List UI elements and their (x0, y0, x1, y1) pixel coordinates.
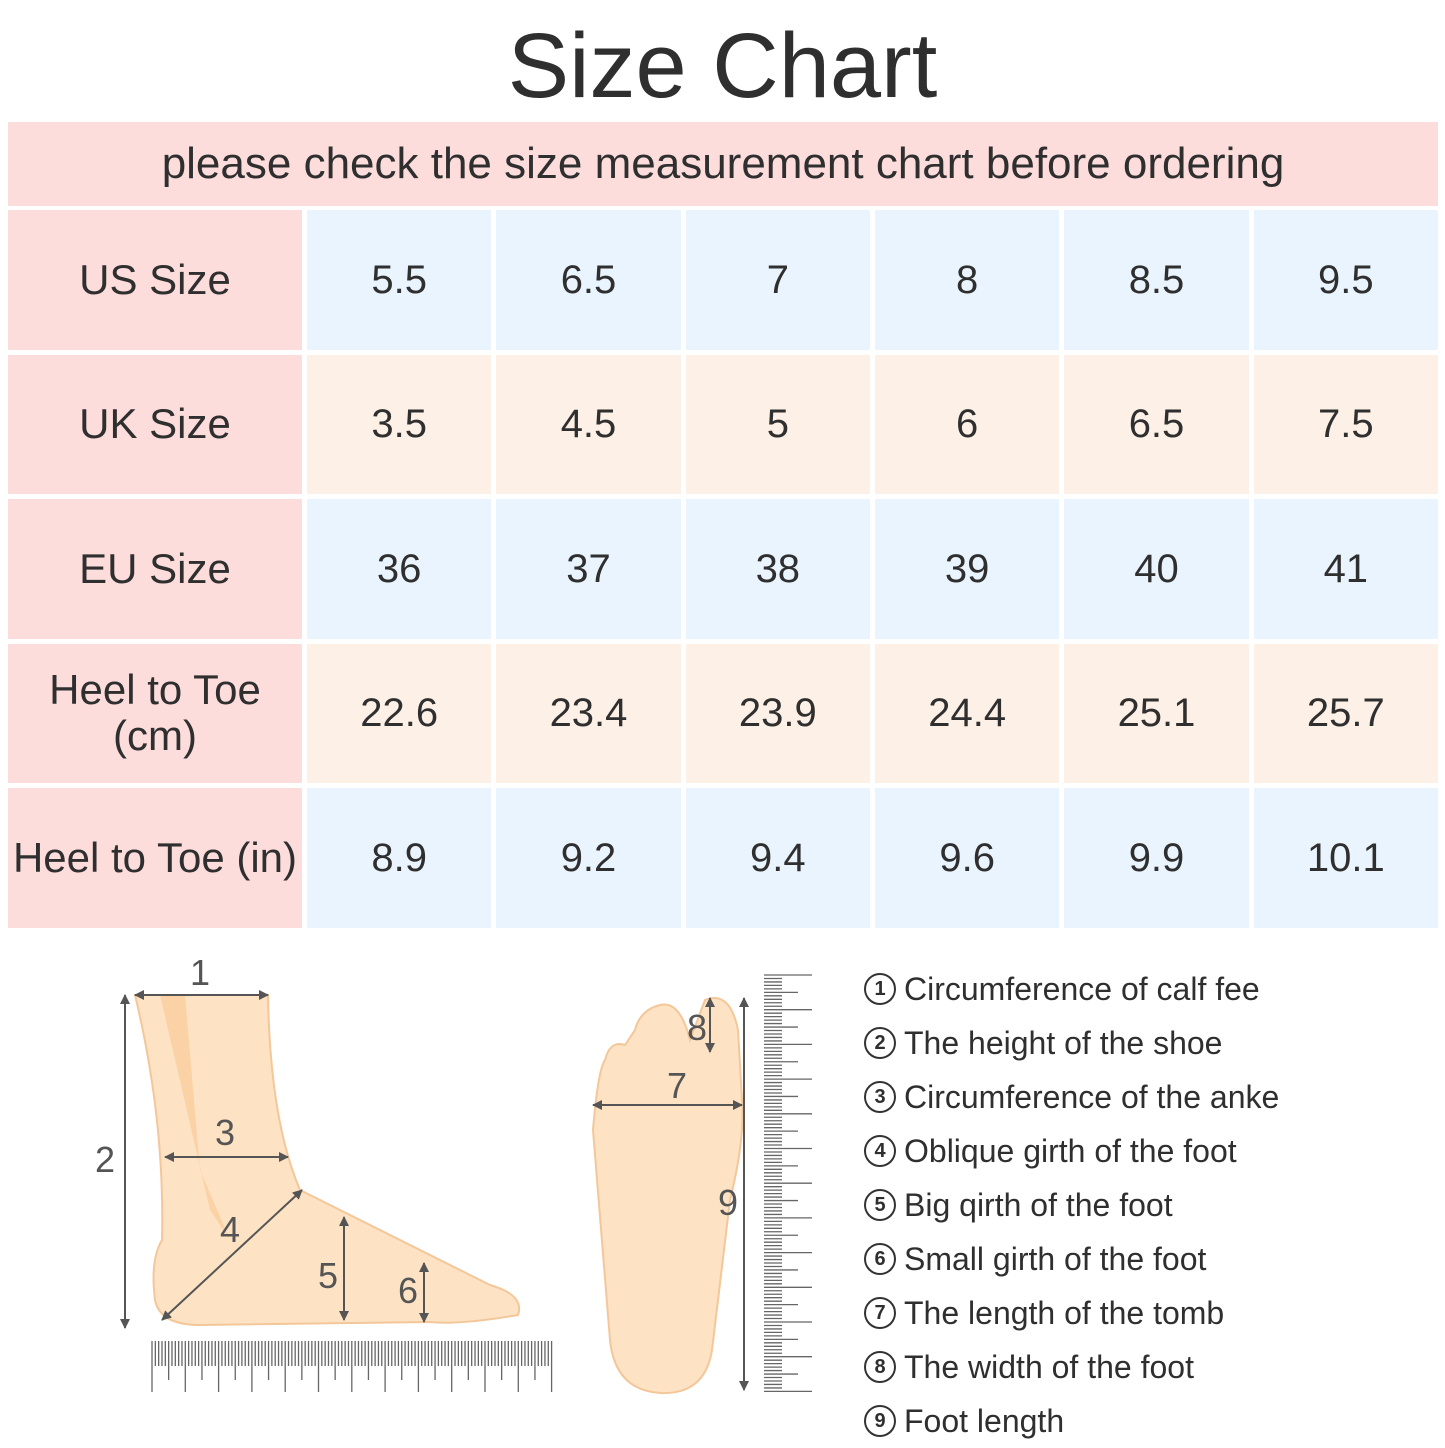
measurement-legend: 1 Circumference of calf fee 2 The height of… (864, 962, 1279, 1448)
legend-text: Circumference of the anke (904, 1078, 1280, 1115)
row-label: EU Size (8, 499, 302, 639)
table-cell: 22.6 (307, 643, 492, 783)
circled-number-icon: 2 (864, 1027, 896, 1059)
subtitle-banner: please check the size measurement chart … (8, 122, 1438, 206)
label-2: 2 (95, 1139, 115, 1180)
table-cell: 25.1 (1064, 643, 1249, 783)
table-cell: 23.9 (685, 643, 870, 783)
circled-number-icon: 7 (864, 1297, 896, 1329)
label-3: 3 (215, 1112, 235, 1153)
legend-item: 3 Circumference of the anke (864, 1070, 1279, 1124)
table-cell: 38 (685, 499, 870, 639)
legend-item: 6 Small girth of the foot (864, 1232, 1279, 1286)
table-cell: 9.6 (874, 788, 1060, 928)
table-cell: 24.4 (874, 643, 1060, 783)
legend-text: The height of the shoe (904, 1024, 1223, 1061)
row-label: Heel to Toe (cm) (8, 643, 302, 783)
legend-text: The length of the tomb (904, 1294, 1225, 1331)
circled-number-icon: 1 (864, 973, 896, 1005)
table-cell: 7 (685, 210, 870, 350)
sole-illustration (591, 997, 744, 1395)
table-cell: 6.5 (1064, 354, 1249, 494)
table-cell: 8 (874, 210, 1060, 350)
table-cell: 23.4 (496, 643, 681, 783)
table-cell: 3.5 (307, 354, 492, 494)
circled-number-icon: 4 (864, 1135, 896, 1167)
legend-item: 5 Big qirth of the foot (864, 1178, 1279, 1232)
circled-number-icon: 8 (864, 1351, 896, 1383)
circled-number-icon: 3 (864, 1081, 896, 1113)
table-cell: 9.2 (496, 788, 681, 928)
table-cell: 40 (1064, 499, 1249, 639)
vertical-ruler (764, 974, 812, 1393)
table-cell: 8.9 (307, 788, 492, 928)
label-7: 7 (667, 1065, 687, 1106)
label-8: 8 (687, 1007, 707, 1048)
table-cell: 36 (307, 499, 492, 639)
row-label: US Size (8, 210, 302, 350)
row-label: Heel to Toe (in) (8, 788, 302, 928)
legend-text: Foot length (904, 1402, 1065, 1439)
legend-item: 4 Oblique girth of the foot (864, 1124, 1279, 1178)
table-cell: 9.5 (1253, 210, 1438, 350)
label-5: 5 (318, 1255, 338, 1296)
page-title: Size Chart (507, 15, 938, 117)
label-9: 9 (718, 1182, 738, 1223)
circled-number-icon: 6 (864, 1243, 896, 1275)
size-table: US Size 5.5 6.5 7 8 8.5 9.5 UK Size 3.5 4.5 5 6 6.5 7… (8, 210, 1438, 928)
horizontal-ruler (151, 1341, 553, 1392)
table-cell: 10.1 (1253, 788, 1438, 928)
legend-text: The width of the foot (904, 1348, 1194, 1385)
legend-item: 8 The width of the foot (864, 1340, 1279, 1394)
table-cell: 5.5 (307, 210, 492, 350)
table-cell: 37 (496, 499, 681, 639)
circled-number-icon: 5 (864, 1189, 896, 1221)
table-cell: 6.5 (496, 210, 681, 350)
row-label: UK Size (8, 354, 302, 494)
table-cell: 25.7 (1253, 643, 1438, 783)
legend-item: 7 The length of the tomb (864, 1286, 1279, 1340)
label-6: 6 (398, 1270, 418, 1311)
table-cell: 7.5 (1253, 354, 1438, 494)
legend-item: 1 Circumference of calf fee (864, 962, 1279, 1016)
table-cell: 8.5 (1064, 210, 1249, 350)
table-cell: 9.9 (1064, 788, 1249, 928)
table-cell: 4.5 (496, 354, 681, 494)
foot-measurement-diagram: 1 2 3 4 5 6 7 8 9 (95, 955, 812, 1395)
table-cell: 9.4 (685, 788, 870, 928)
legend-text: Small girth of the foot (904, 1240, 1207, 1277)
legend-item: 9 Foot length (864, 1394, 1279, 1448)
label-4: 4 (220, 1209, 240, 1250)
table-cell: 5 (685, 354, 870, 494)
arrow-4 (161, 1189, 303, 1321)
legend-text: Oblique girth of the foot (904, 1132, 1237, 1169)
label-1: 1 (190, 955, 210, 993)
table-cell: 39 (874, 499, 1060, 639)
legend-item: 2 The height of the shoe (864, 1016, 1279, 1070)
table-cell: 6 (874, 354, 1060, 494)
circled-number-icon: 9 (864, 1405, 896, 1437)
legend-text: Circumference of calf fee (904, 970, 1260, 1007)
table-cell: 41 (1253, 499, 1438, 639)
legend-text: Big qirth of the foot (904, 1186, 1173, 1223)
